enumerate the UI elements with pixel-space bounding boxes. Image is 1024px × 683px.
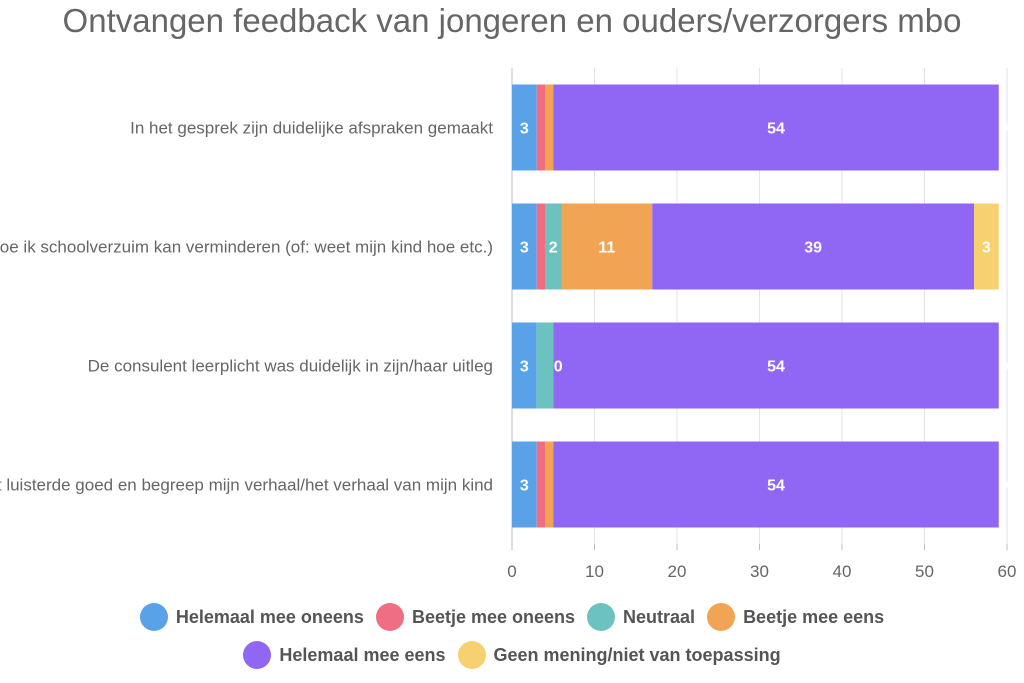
data-label: 3: [520, 240, 529, 257]
category-label: De consulent leerplicht was duidelijk in…: [88, 357, 493, 376]
data-label: 54: [767, 121, 785, 138]
legend-item[interactable]: Beetje mee oneens: [375, 603, 576, 631]
chart-title: Ontvangen feedback van jongeren en ouder…: [62, 2, 962, 39]
bar-segment: [553, 84, 999, 171]
legend-item[interactable]: Geen mening/niet van toepassing: [457, 641, 781, 669]
legend-row: Helemaal mee oneens Beetje mee oneens Neut…: [0, 598, 1024, 636]
data-label: 39: [804, 240, 822, 257]
data-label: 0: [999, 359, 1008, 376]
data-label: 0: [999, 478, 1008, 495]
legend-swatch: [587, 603, 616, 631]
data-label: 11: [598, 240, 615, 257]
x-tick-label: 10: [585, 562, 604, 581]
data-label: 3: [520, 478, 529, 495]
category-labels: In het gesprek zijn duidelijke afspraken…: [0, 119, 493, 495]
bar-segment: [545, 84, 554, 171]
bar-segment: [553, 322, 999, 409]
category-label: In het gesprek zijn duidelijke afspraken…: [130, 119, 493, 138]
legend-item[interactable]: Neutraal: [587, 603, 695, 631]
bar-segment: [974, 203, 999, 290]
bar-segment: [512, 84, 537, 171]
x-tick-label: 20: [668, 562, 687, 581]
legend-item[interactable]: Helemaal mee eens: [243, 641, 446, 669]
data-label: 0: [999, 121, 1008, 138]
data-label: 54: [767, 359, 785, 376]
legend-item[interactable]: Beetje mee eens: [707, 603, 884, 631]
bar-segment: [512, 441, 537, 528]
data-label: 0: [554, 359, 563, 376]
data-label: 54: [767, 478, 785, 495]
legend-swatch: [707, 603, 736, 631]
x-axis-ticks: 0 10 20 30 40 50 60: [507, 562, 1016, 581]
bar-segment: [545, 203, 562, 290]
legend-swatch: [375, 603, 404, 631]
data-labels: 3 54 0 3 2 11 39 3 3 0 54 0 3 54 0: [520, 121, 1008, 495]
bar-segment: [536, 441, 545, 528]
category-label: De consulent leerplicht luisterde goed e…: [0, 476, 493, 495]
bars: [512, 84, 999, 528]
legend-swatch: [243, 641, 272, 669]
legend-label: Helemaal mee oneens: [175, 606, 364, 627]
legend-label: Beetje mee eens: [743, 606, 885, 627]
data-label: 3: [982, 240, 991, 257]
x-tick-label: 50: [915, 562, 934, 581]
legend-label: Helemaal mee eens: [279, 644, 446, 665]
data-label: 2: [549, 240, 558, 257]
legend-item[interactable]: Helemaal mee oneens: [139, 603, 364, 631]
bar-segment: [536, 322, 554, 409]
legend-swatch: [457, 641, 486, 669]
x-tick-label: 40: [833, 562, 852, 581]
x-tick-label: 30: [750, 562, 769, 581]
bar-segment: [536, 203, 545, 290]
bar-segment: [545, 441, 554, 528]
legend-label: Neutraal: [623, 606, 696, 627]
bar-segment: [512, 203, 537, 290]
bar-segment: [553, 441, 999, 528]
legend-label: Geen mening/niet van toepassing: [493, 644, 781, 665]
legend: Helemaal mee oneens Beetje mee oneens Neut…: [0, 598, 1024, 674]
data-label: 3: [520, 121, 529, 138]
category-label: Ik weet hoe ik schoolverzuim kan vermind…: [0, 238, 493, 257]
bar-segment: [512, 322, 537, 409]
data-label: 3: [520, 359, 529, 376]
bar-segment: [652, 203, 974, 290]
bar-segment: [536, 84, 545, 171]
x-tick-label: 60: [998, 562, 1017, 581]
x-tick-label: 0: [507, 562, 516, 581]
bar-segment: [561, 203, 653, 290]
legend-row: Helemaal mee eens Geen mening/niet van to…: [0, 636, 1024, 674]
legend-label: Beetje mee oneens: [411, 606, 576, 627]
legend-swatch: [139, 603, 168, 631]
